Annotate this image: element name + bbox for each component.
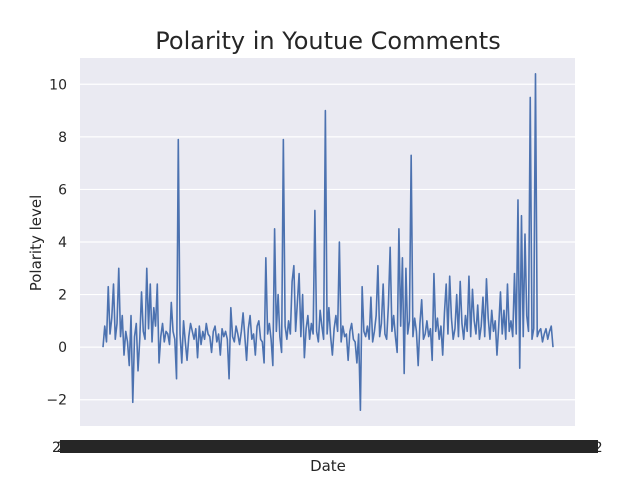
x-tick-label: 2	[594, 440, 603, 456]
chart-title: Polarity in Youtue Comments	[155, 27, 500, 55]
y-axis-label: Polarity level	[27, 195, 45, 292]
y-tick-label: 0	[58, 340, 67, 356]
y-tick-label: 8	[58, 130, 67, 146]
y-tick-label: −2	[46, 393, 67, 409]
y-tick-label: 2	[58, 288, 67, 304]
y-tick-labels: −2 0 2 4 6 8 10	[46, 77, 67, 408]
y-tick-label: 4	[58, 235, 67, 251]
x-axis-label: Date	[310, 457, 346, 475]
x-tick-labels: 2222222222222222222222222222222222222222…	[52, 440, 603, 456]
y-tick-label: 6	[58, 182, 67, 198]
y-tick-label: 10	[49, 77, 67, 93]
x-tick-label: 2	[52, 440, 61, 456]
series-line-polarity	[102, 72, 554, 412]
x-tick-labels-overlap	[60, 440, 598, 453]
